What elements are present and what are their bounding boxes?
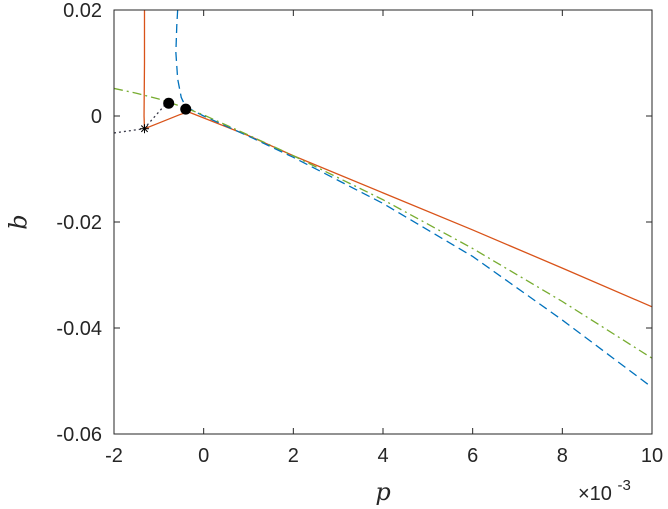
plot-area — [114, 10, 652, 434]
dot-marker-1 — [163, 97, 175, 109]
series-line-2-dashed — [175, 10, 652, 388]
dot-marker-2 — [180, 103, 192, 115]
x-tick-label: 0 — [198, 445, 209, 467]
x-tick-label: 8 — [557, 445, 568, 467]
y-tick-label: 0 — [91, 106, 102, 128]
y-tick-label: -0.02 — [56, 212, 102, 234]
x-tick-label: -2 — [105, 445, 123, 467]
x-tick-label: 4 — [377, 445, 388, 467]
y-tick-label: -0.06 — [56, 424, 102, 446]
series-line-3-dashdot — [114, 87, 652, 359]
x-exponent-power: -3 — [618, 477, 631, 494]
x-tick-label: 10 — [641, 445, 663, 467]
x-axis-exponent: ×10 -3 — [578, 477, 631, 505]
star-marker — [139, 124, 149, 134]
y-axis-label: b — [5, 214, 33, 229]
x-exponent-base: ×10 — [578, 483, 612, 505]
y-tick-label: -0.04 — [56, 318, 102, 340]
y-tick-label: 0.02 — [63, 0, 102, 22]
x-axis-label: p — [375, 478, 390, 506]
x-tick-label: 2 — [288, 445, 299, 467]
x-tick-label: 6 — [467, 445, 478, 467]
marker-group — [139, 97, 192, 134]
tick-group: -2 0 2 4 6 8 10 -0.06 -0.04 -0.02 0 0.02 — [56, 0, 663, 467]
